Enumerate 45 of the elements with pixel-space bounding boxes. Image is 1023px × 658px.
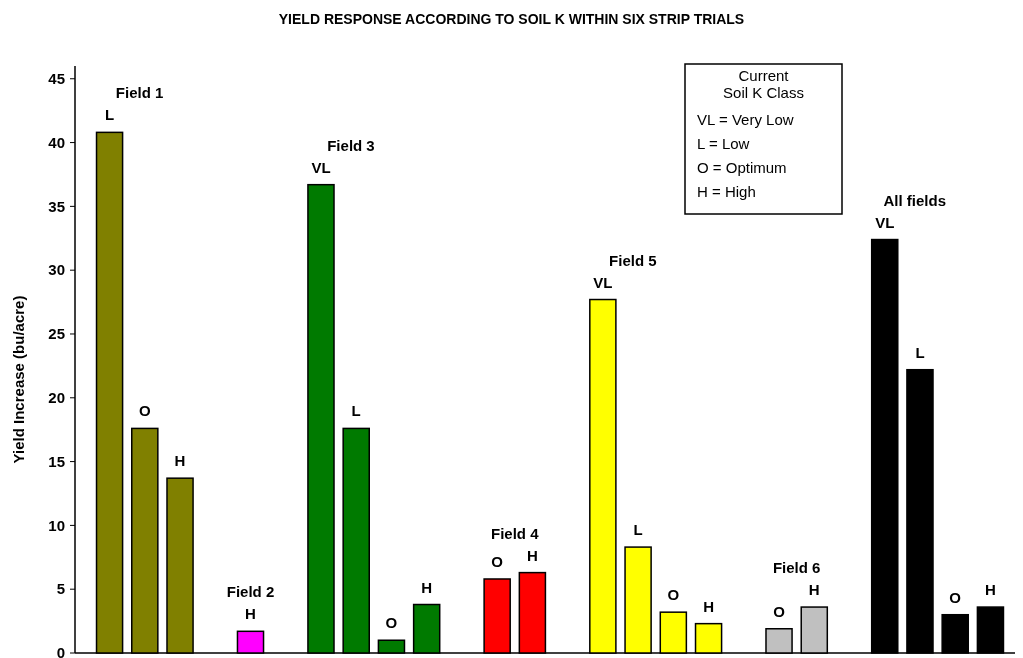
x-tick-label: L xyxy=(104,106,115,124)
x-tick-label: O xyxy=(491,552,504,570)
text: Field 5 xyxy=(609,251,657,269)
x-tick-label: VL xyxy=(875,213,895,231)
annotation: O = Optimum xyxy=(697,159,787,176)
y-tick-label: 10 xyxy=(48,516,65,534)
x-tick-label: H xyxy=(421,578,433,596)
text: Field 4 xyxy=(491,524,540,542)
text: Field 3 xyxy=(327,136,375,154)
y-tick-label: 5 xyxy=(56,580,65,598)
text: Field 1 xyxy=(115,84,164,102)
y-tick-label: 30 xyxy=(48,261,65,279)
x-tick-label: H xyxy=(808,581,820,599)
x-tick-label: O xyxy=(385,614,398,632)
y-axis-title: Yield Increase (bu/acre) xyxy=(10,295,27,464)
x-tick-label: L xyxy=(633,521,643,539)
y-tick-label: 25 xyxy=(48,325,65,343)
x-tick-label: H xyxy=(245,605,256,623)
annotation: L = Low xyxy=(697,135,750,152)
y-tick-label: 40 xyxy=(48,133,65,151)
x-tick-label: O xyxy=(667,586,680,604)
x-tick-label: O xyxy=(773,602,786,620)
x-tick-label: VL xyxy=(593,273,613,291)
x-tick-label: H xyxy=(174,452,186,470)
x-tick-label: L xyxy=(915,343,925,361)
text: Field 2 xyxy=(226,583,275,601)
y-tick-label: 20 xyxy=(48,389,65,407)
chart-title: YIELD RESPONSE ACCORDING TO SOIL K WITHIN SIX STRIP TRIALS xyxy=(278,11,745,27)
y-tick-label: 45 xyxy=(48,70,65,88)
x-tick-label: L xyxy=(351,402,361,420)
x-tick-label: VL xyxy=(311,158,331,176)
y-tick-label: 15 xyxy=(48,452,65,470)
annotation: Current xyxy=(738,67,790,84)
y-tick-label: 35 xyxy=(48,197,65,215)
annotation: VL = Very Low xyxy=(697,111,794,128)
x-tick-label: H xyxy=(526,546,538,564)
annotation: Soil K Class xyxy=(723,84,804,101)
x-tick-label: H xyxy=(985,581,996,599)
y-tick-label: 0 xyxy=(56,644,65,658)
x-tick-label: O xyxy=(949,588,962,606)
x-tick-label: H xyxy=(703,597,714,615)
text: Field 6 xyxy=(772,559,821,577)
x-tick-label: O xyxy=(138,402,151,420)
annotation: H = High xyxy=(697,183,756,200)
text: All fields xyxy=(883,191,946,209)
